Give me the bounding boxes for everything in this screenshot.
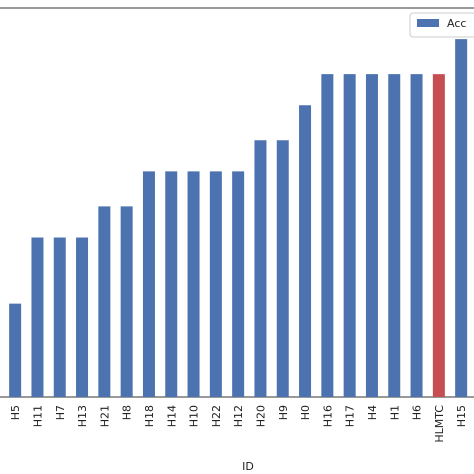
x-tick-label: H21 <box>98 405 111 427</box>
bar <box>343 74 356 397</box>
x-tick-label: H6 <box>411 405 424 420</box>
bar <box>276 140 289 397</box>
bar <box>388 74 401 397</box>
bar <box>98 206 111 397</box>
bar <box>209 171 222 397</box>
bar <box>432 74 445 397</box>
x-tick-label: H8 <box>121 405 134 420</box>
bar <box>299 105 312 397</box>
bar <box>31 237 44 397</box>
legend-label: Acc <box>447 17 466 30</box>
bar <box>254 140 267 397</box>
bar <box>365 74 378 397</box>
x-tick-label: H22 <box>210 405 223 427</box>
bar <box>142 171 155 397</box>
x-tick-label: H11 <box>31 405 44 427</box>
x-tick-label: H16 <box>321 405 334 427</box>
bar <box>76 237 89 397</box>
bar <box>9 303 22 397</box>
x-tick-label: H5 <box>9 405 22 420</box>
bar <box>321 74 334 397</box>
x-tick-label: H12 <box>232 405 245 427</box>
bar <box>187 171 200 397</box>
bar <box>410 74 423 397</box>
bar <box>232 171 245 397</box>
x-tick-label: H9 <box>277 405 290 420</box>
x-tick-label: H13 <box>76 405 89 427</box>
x-tick-label: H10 <box>188 405 201 427</box>
bar <box>455 39 468 398</box>
bar <box>165 171 178 397</box>
x-tick-label: H20 <box>254 405 267 427</box>
x-tick-label: H18 <box>143 405 156 427</box>
legend-patch <box>417 19 439 27</box>
x-tick-label: H1 <box>388 405 401 420</box>
bar <box>120 206 133 397</box>
x-axis-label: ID <box>242 460 254 473</box>
x-tick-label: HLMTC <box>433 405 446 443</box>
x-tick-label: H14 <box>165 405 178 427</box>
bar <box>53 237 66 397</box>
legend: Acc <box>409 12 474 38</box>
x-tick-label: H0 <box>299 405 312 420</box>
x-tick-label: H7 <box>54 405 67 420</box>
x-tick-label: H15 <box>455 405 468 427</box>
x-tick-label: H17 <box>344 405 357 427</box>
x-tick-label: H4 <box>366 405 379 420</box>
